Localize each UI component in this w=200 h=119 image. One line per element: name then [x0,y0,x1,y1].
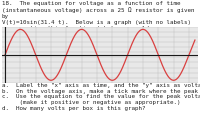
Text: 18.  The equation for voltage as a function of time (instantaneous voltage) acro: 18. The equation for voltage as a functi… [2,1,194,48]
Text: a.  Label the "x" axis as time, and the "y" axis as voltage.
b.  On the voltage : a. Label the "x" axis as time, and the "… [2,83,200,111]
